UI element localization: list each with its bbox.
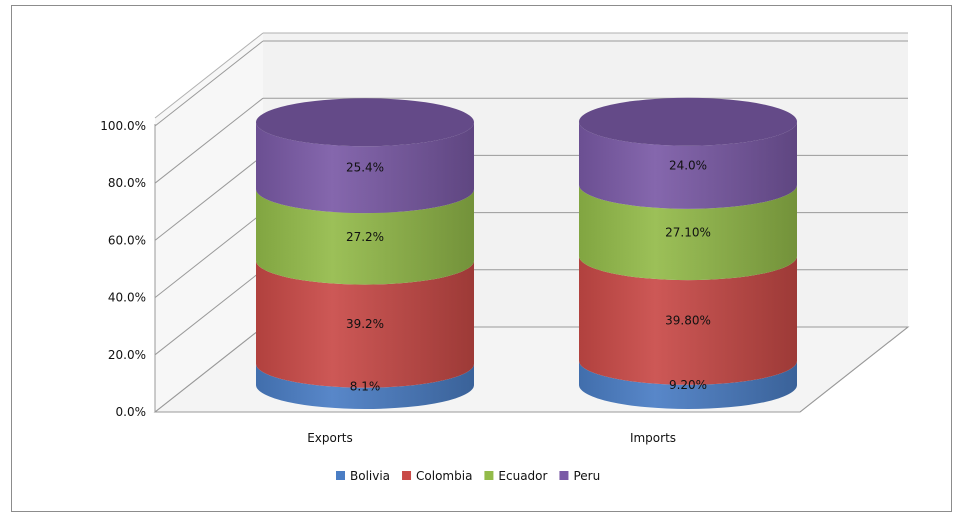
bar-peru-exports [256,122,474,214]
bar-top-cap-exports [256,98,474,147]
category-labels: Exports Imports [307,431,676,445]
y-tick-label: 60.0% [108,233,146,247]
legend-label-colombia: Colombia [416,469,472,483]
legend-swatch-ecuador [484,471,494,480]
legend-label-ecuador: Ecuador [498,469,547,483]
legend-item-ecuador: Ecuador [484,469,548,483]
bar-ecuador-imports [579,184,797,281]
data-label-colombia-imports: 39.80% [665,313,711,327]
legend-item-colombia: Colombia [402,469,472,483]
gridline [154,40,908,127]
gridline-side [154,212,264,298]
bar-group-exports: 8.1% 39.2% 27.2% 25.4% [256,98,474,409]
bar-colombia-imports [579,256,797,385]
bar-group-imports: 9.20% 39.80% 27.10% 24.0% [579,97,797,409]
y-tick-label: 20.0% [108,348,146,362]
legend-label-bolivia: Bolivia [350,469,390,483]
legend-swatch-colombia [402,471,412,480]
gridline-side [154,97,264,184]
bar-bolivia-imports [579,360,797,409]
x-tick-label-imports: Imports [630,431,676,445]
gridline-side [154,326,264,413]
data-label-ecuador-imports: 27.10% [665,225,711,239]
legend-item-bolivia: Bolivia [336,469,390,483]
legend-swatch-peru [559,471,569,480]
data-label-bolivia-imports: 9.20% [669,378,707,392]
floor-right-edge [799,326,909,413]
gridline-side [154,155,264,241]
y-tick-label: 40.0% [108,291,146,305]
bar-colombia-exports [256,260,474,388]
bar-top-cap-imports [579,97,797,146]
data-label-colombia-exports: 39.2% [346,317,384,331]
data-label-peru-imports: 24.0% [669,158,707,172]
bar-bolivia-exports [256,363,474,409]
side-wall [155,33,263,412]
y-tick-label: 80.0% [108,176,146,190]
bars: 8.1% 39.2% 27.2% 25.4% 9.20% 39.80% 27.10% 24.0… [256,97,797,409]
gridline [154,97,908,184]
bar-ecuador-exports [256,189,474,285]
data-label-bolivia-exports: 8.1% [350,379,381,393]
legend-item-peru: Peru [559,469,600,483]
gridline-side [154,40,264,127]
data-label-ecuador-exports: 27.2% [346,230,384,244]
y-tick-label: 0.0% [116,405,147,419]
y-axis-ticks: 0.0% 20.0% 40.0% 60.0% 80.0% 100.0% [100,119,146,419]
x-tick-label-exports: Exports [307,431,353,445]
y-tick-label: 100.0% [100,119,146,133]
gridline-side [154,269,264,356]
side-wall-top [154,32,264,119]
bar-peru-imports [579,121,797,209]
legend-label-peru: Peru [573,469,600,483]
data-label-peru-exports: 25.4% [346,161,384,175]
legend: Bolivia Colombia Ecuador Peru [336,469,600,483]
legend-swatch-bolivia [336,471,345,480]
